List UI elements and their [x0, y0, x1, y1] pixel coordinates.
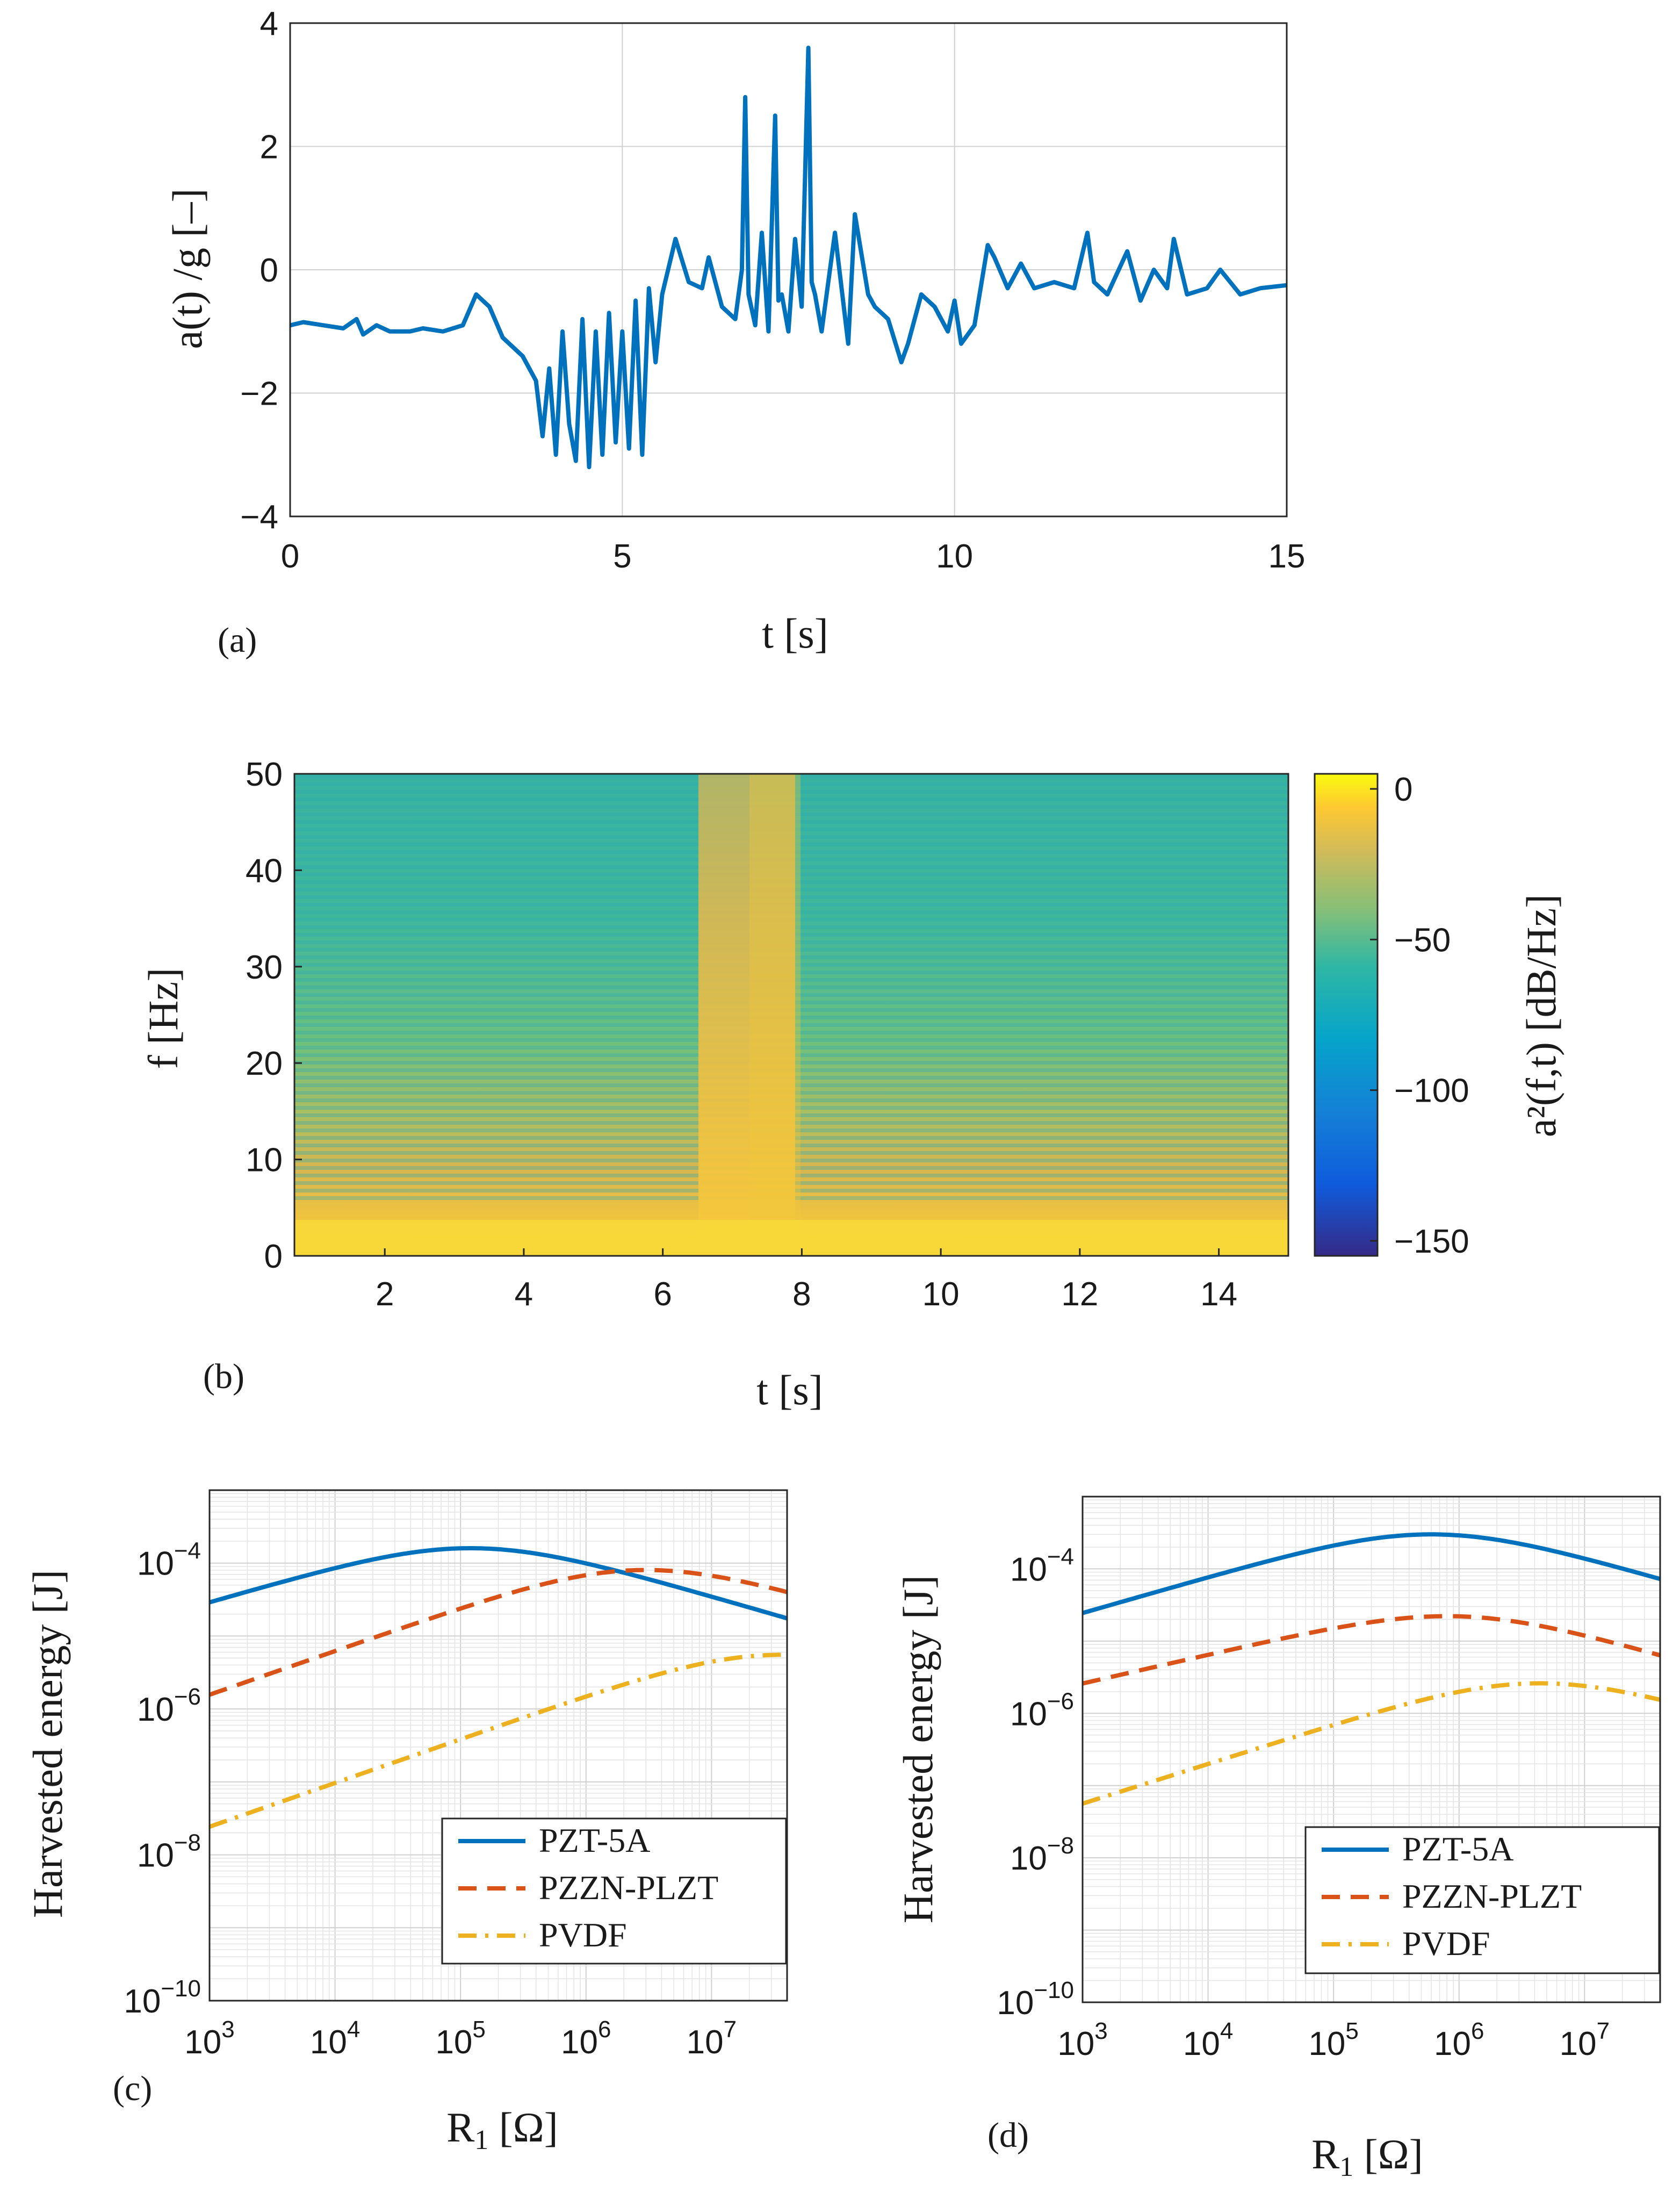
panel-a-xlabel: t [s] — [762, 610, 828, 657]
y-tick-label: 40 — [246, 852, 283, 889]
y-tick-label: 2 — [260, 129, 278, 166]
x-tick-label: 12 — [1061, 1276, 1098, 1313]
y-tick-label: 10−10 — [124, 1975, 201, 2020]
panel-b-ylabel: f [Hz] — [140, 968, 186, 1069]
panel-c-series — [210, 1546, 787, 1829]
y-tick-label: 10−4 — [137, 1538, 201, 1583]
y-tick-label: 30 — [246, 949, 283, 986]
x-tick-label: 4 — [515, 1276, 533, 1313]
legend-label: PVDF — [1402, 1924, 1490, 1963]
legend-label: PZZN-PLZT — [539, 1868, 718, 1907]
legend-label: PZT-5A — [539, 1821, 650, 1859]
panel-c-xlabel: R1 [Ω] — [446, 2104, 558, 2155]
y-tick-label: 4 — [260, 5, 278, 42]
panel-d-ticks: 103 104 105 106 107 10−4 10−6 10−8 10−10 — [997, 1543, 1610, 2062]
y-tick-label: 10−8 — [137, 1830, 201, 1874]
series-line-pvdf — [210, 1652, 787, 1829]
acceleration-line — [290, 45, 1287, 470]
x-tick-label: 14 — [1200, 1276, 1237, 1313]
spectrogram-band — [749, 774, 801, 1256]
legend-label: PZZN-PLZT — [1402, 1877, 1582, 1915]
x-tick-label: 103 — [184, 2016, 234, 2061]
panel-c-ticks: 103 104 105 106 107 10−4 10−6 10−8 10−10 — [124, 1538, 737, 2061]
spectrogram-frame — [293, 773, 1289, 1257]
y-tick-label: 50 — [246, 756, 283, 793]
spectrogram-band — [698, 774, 795, 1256]
panel-a-tag: (a) — [218, 621, 257, 660]
x-tick-label: 107 — [687, 2016, 737, 2061]
x-tick-label: 105 — [1308, 2018, 1358, 2062]
colorbar-tick-label: −150 — [1394, 1223, 1469, 1260]
panel-b-ticks: 2 4 6 8 10 12 14 0 10 20 30 40 50 — [246, 756, 1237, 1313]
x-tick-label: 5 — [613, 538, 631, 575]
panel-d-xlabel: R1 [Ω] — [1311, 2131, 1423, 2182]
panel-a: 0 5 10 15 −4 −2 0 2 4 a(t) /g [–] t [s] (a) — [164, 5, 1305, 660]
x-tick-label: 8 — [792, 1276, 811, 1313]
x-tick-label: 104 — [310, 2016, 360, 2061]
x-tick-label: 107 — [1560, 2018, 1610, 2062]
panel-b-xlabel: t [s] — [756, 1367, 823, 1413]
y-tick-label: 10 — [246, 1142, 283, 1179]
legend-label: PVDF — [539, 1916, 627, 1954]
panel-c-ylabel: Harvested energy [J] — [24, 1570, 71, 1918]
y-tick-label: 10−6 — [137, 1684, 201, 1728]
y-tick-label: −4 — [240, 499, 278, 536]
panel-a-ticks: 0 5 10 15 −4 −2 0 2 4 — [240, 5, 1305, 575]
x-tick-label: 106 — [1434, 2018, 1484, 2062]
colorbar-tick-label: −100 — [1394, 1073, 1469, 1110]
y-tick-label: 10−4 — [1010, 1543, 1074, 1588]
y-tick-label: 10−6 — [1010, 1688, 1074, 1733]
series-line-pzzn-plzt — [210, 1568, 787, 1697]
x-tick-label: 0 — [281, 538, 299, 575]
y-tick-label: −2 — [240, 376, 278, 413]
colorbar — [1314, 773, 1379, 1257]
colorbar-label: a²(f,t) [dB/Hz] — [1518, 894, 1564, 1137]
panel-d-ylabel: Harvested energy [J] — [895, 1575, 941, 1923]
x-tick-label: 106 — [561, 2016, 611, 2061]
panel-d-series — [1083, 1532, 1660, 1806]
series-line-pzzn-plzt — [1083, 1614, 1660, 1686]
spectrogram-lowfreq — [294, 1220, 1288, 1256]
colorbar-ticks: 0 −50 −100 −150 — [1370, 771, 1469, 1260]
series-line-pzt-5a — [1083, 1532, 1660, 1615]
series-line-pzt-5a — [210, 1546, 787, 1621]
x-tick-label: 105 — [435, 2016, 485, 2061]
x-tick-label: 6 — [653, 1276, 672, 1313]
colorbar-tick-label: 0 — [1394, 771, 1412, 808]
panel-b-tag: (b) — [203, 1357, 244, 1396]
panel-a-frame — [289, 22, 1288, 518]
x-tick-label: 10 — [936, 538, 973, 575]
panel-d-legend: PZT-5A PZZN-PLZT PVDF — [1304, 1826, 1660, 1974]
panel-d-frame — [1081, 1496, 1661, 2003]
x-tick-label: 103 — [1057, 2018, 1107, 2062]
x-tick-label: 15 — [1268, 538, 1306, 575]
colorbar-tick-label: −50 — [1394, 922, 1451, 959]
panel-b: 2 4 6 8 10 12 14 0 10 20 30 40 50 0 −50 −100 −150 a²(f,… — [140, 756, 1564, 1413]
panel-c-frame — [208, 1489, 788, 2002]
y-tick-label: 10−8 — [1010, 1832, 1074, 1877]
panel-d-tag: (d) — [987, 2116, 1029, 2155]
x-tick-label: 2 — [376, 1276, 394, 1313]
y-tick-label: 0 — [260, 252, 278, 289]
panel-c-legend: PZT-5A PZZN-PLZT PVDF — [441, 1817, 787, 1965]
y-tick-label: 0 — [264, 1238, 283, 1275]
panel-c-tag: (c) — [113, 2069, 152, 2108]
panel-a-ylabel: a(t) /g [–] — [164, 189, 211, 349]
y-tick-label: 20 — [246, 1045, 283, 1082]
y-tick-label: 10−10 — [997, 1977, 1074, 2022]
x-tick-label: 10 — [922, 1276, 960, 1313]
legend-label: PZT-5A — [1402, 1830, 1513, 1868]
x-tick-label: 104 — [1183, 2018, 1233, 2062]
